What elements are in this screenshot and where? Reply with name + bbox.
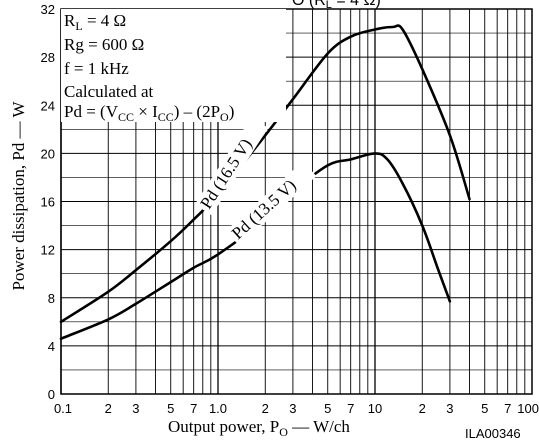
y-tick-label: 24 bbox=[41, 98, 55, 113]
x-tick-label: 3 bbox=[446, 401, 453, 416]
y-tick-label: 0 bbox=[48, 387, 55, 402]
x-tick-label: 7 bbox=[504, 401, 511, 416]
condition-f: f = 1 kHz bbox=[64, 59, 129, 78]
x-axis-label: Output power, PO — W/ch bbox=[168, 417, 350, 439]
y-axis-label: Power dissipation, Pd — W bbox=[9, 101, 28, 291]
x-tick-label: 2 bbox=[419, 401, 426, 416]
x-tick-label: 5 bbox=[481, 401, 488, 416]
x-tick-label: 7 bbox=[347, 401, 354, 416]
series-line-13-5v bbox=[59, 152, 452, 340]
series-label-16-5v: Pd (16.5 V) bbox=[196, 135, 255, 212]
x-tick-label: 3 bbox=[289, 401, 296, 416]
x-tick-label: 1.0 bbox=[209, 401, 227, 416]
x-tick-label: 5 bbox=[324, 401, 331, 416]
plot-border bbox=[60, 8, 533, 395]
x-tick-label: 0.1 bbox=[54, 401, 72, 416]
y-tick-label: 28 bbox=[41, 50, 55, 65]
y-tick-label: 4 bbox=[48, 339, 55, 354]
y-tick-label: 32 bbox=[41, 2, 55, 17]
condition-rl: RL = 4 Ω bbox=[64, 11, 126, 33]
y-tick-label: 8 bbox=[48, 291, 55, 306]
series-line-16-5v bbox=[59, 24, 471, 324]
x-tick-label: 100 bbox=[517, 401, 539, 416]
chart-title-fragment: O (RL = 4 Ω) bbox=[292, 0, 381, 11]
series-label-13-5v: Pd (13.5 V) bbox=[228, 176, 300, 243]
x-tick-label: 10 bbox=[368, 401, 382, 416]
figure-code: ILA00346 bbox=[465, 426, 521, 441]
y-tick-labels: 0 4 8 12 16 20 24 28 32 bbox=[41, 2, 55, 402]
y-tick-label: 12 bbox=[41, 243, 55, 258]
x-tick-label: 7 bbox=[190, 401, 197, 416]
conditions-box: RL = 4 Ω Rg = 600 Ω f = 1 kHz Calculated… bbox=[61, 9, 286, 124]
condition-rg: Rg = 600 Ω bbox=[64, 35, 144, 54]
y-tick-label: 20 bbox=[41, 146, 55, 161]
x-tick-label: 2 bbox=[262, 401, 269, 416]
x-tick-labels: 0.1 2 3 5 7 1.0 2 3 5 7 10 2 3 5 7 100 bbox=[54, 401, 539, 416]
plot-frame bbox=[60, 8, 533, 395]
x-tick-label: 5 bbox=[167, 401, 174, 416]
condition-calc-line2: Pd = (VCC × ICC) – (2PO) bbox=[64, 102, 234, 124]
series-label-13-5v-bg: Pd (13.5 V) bbox=[225, 161, 317, 246]
series-label-16-5v-bg: Pd (16.5 V) bbox=[194, 117, 269, 216]
x-tick-label: 2 bbox=[105, 401, 112, 416]
condition-calc-line1: Calculated at bbox=[64, 82, 153, 101]
x-tick-label: 3 bbox=[132, 401, 139, 416]
y-tick-label: 16 bbox=[41, 195, 55, 210]
